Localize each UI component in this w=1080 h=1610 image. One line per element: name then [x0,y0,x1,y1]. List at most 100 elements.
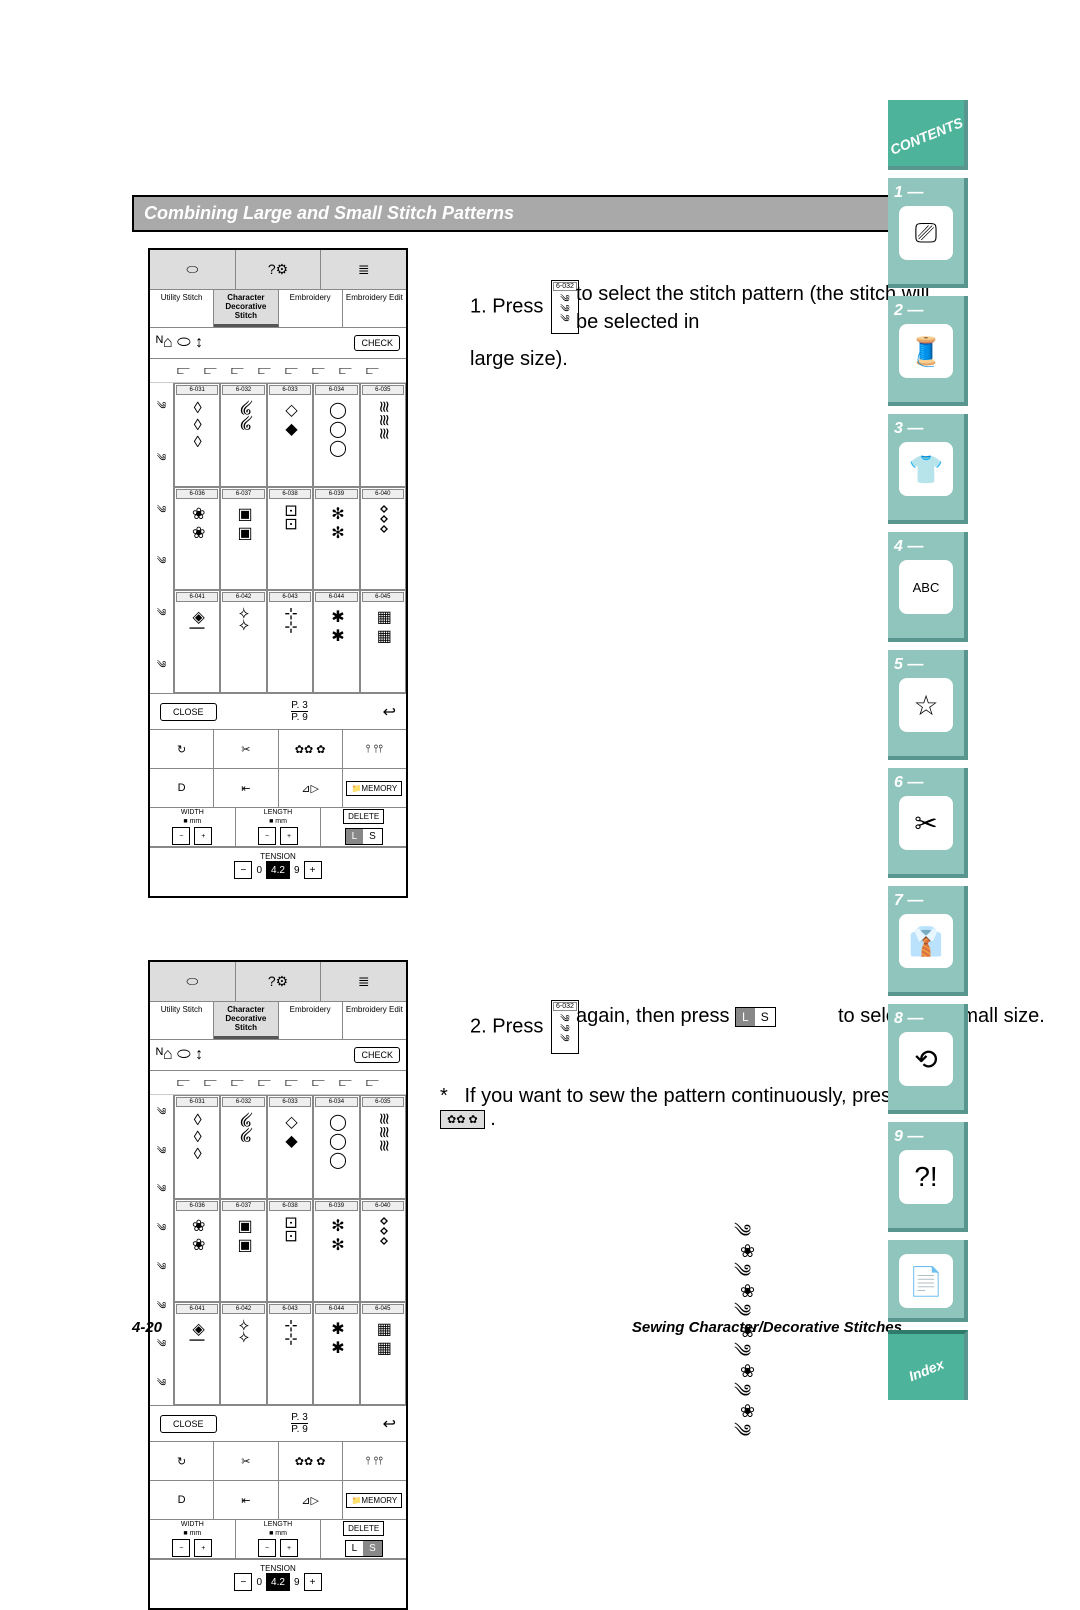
stitch-cell[interactable]: 6-034◯◯◯ [313,1095,359,1198]
mirror-icon[interactable]: ⇤ [214,1481,278,1519]
tab-embroidery[interactable]: Embroidery [279,1002,343,1039]
chapter-icon: ?! [899,1150,953,1204]
stitch-cell[interactable]: 6-044✱✱ [313,590,359,693]
stitch-cell[interactable]: 6-033◇◆ [267,383,313,486]
stitch-cell[interactable]: 6-043⊹⊹ [267,1302,313,1405]
stitch-cell[interactable]: 6-041◈| [174,1302,220,1405]
stitch-cell[interactable]: 6-041◈| [174,590,220,693]
length-control[interactable]: LENGTH■ mm−+ [236,808,322,846]
tab-utility[interactable]: Utility Stitch [150,290,214,327]
stitch-cell[interactable]: 6-042⟢⟢ [220,1302,266,1405]
tab-embroidery-edit[interactable]: Embroidery Edit [343,290,406,327]
tension-control[interactable]: − 0 4.2 9 + [154,1573,402,1591]
stitch-cell[interactable]: 6-040⋄⋄⋄ [360,1199,406,1302]
chapter-tab[interactable]: 5 —☆ [888,650,968,760]
footer: 4-20 Sewing Character/Decorative Stitche… [132,1319,902,1336]
stitch-cell[interactable]: 6-034◯◯◯ [313,383,359,486]
stitch-cell[interactable]: 6-038⊡⊡ [267,1199,313,1302]
check-button[interactable]: CHECK [354,335,400,351]
page-indicator: P. 3 P. 9 [291,700,308,723]
ls-button-inline[interactable]: LS [735,1007,776,1027]
stitch-cell[interactable]: 6-037▣▣ [220,1199,266,1302]
stitch-6032-icon[interactable]: ༄༄༄ [551,1000,579,1054]
stars-button[interactable]: ✿✿ ✿ [279,1442,343,1480]
width-control[interactable]: WIDTH■ mm−+ [150,1520,236,1558]
stitch-cell[interactable]: 6-040⋄⋄⋄ [360,487,406,590]
tab-embroidery[interactable]: Embroidery [279,290,343,327]
stitch-cell[interactable]: 6-037▣▣ [220,487,266,590]
tab-embroidery-edit[interactable]: Embroidery Edit [343,1002,406,1039]
tab-character[interactable]: Character Decorative Stitch [214,290,278,327]
stitch-cell[interactable]: 6-035≋≋≋ [360,383,406,486]
scissors-icon[interactable]: ✂ [214,730,278,768]
stitch-cell[interactable]: 6-045▦▦ [360,1302,406,1405]
delete-button[interactable]: DELETE [343,1521,384,1536]
chapter-tab[interactable]: 3 —👕 [888,414,968,524]
stitch-cell[interactable]: 6-038⊡⊡ [267,487,313,590]
mirror-icon[interactable]: ⇤ [214,769,278,807]
stitch-cell[interactable]: 6-039✻✻ [313,487,359,590]
chapter-tab[interactable]: 1 —⎚ [888,178,968,288]
stitch-cell[interactable]: 6-042⟢⟢ [220,590,266,693]
return-icon[interactable]: ↩ [383,1414,396,1434]
chapter-icon: 🧵 [899,324,953,378]
stitch-cell[interactable]: 6-031◊◊◊ [174,1095,220,1198]
needle-icon[interactable]: ⫯ ⫯⫯ [343,730,406,768]
delete-button[interactable]: DELETE [343,809,384,824]
index-tab[interactable]: Index [888,1330,968,1400]
stitch-cell[interactable]: 6-031◊◊◊ [174,383,220,486]
flip-icon[interactable]: ⊿▷ [279,769,343,807]
stars-button[interactable]: ✿✿ ✿ [279,730,343,768]
stitch-6032-icon[interactable]: ༄༄༄ [551,280,579,334]
chapter-tab[interactable]: 7 —👔 [888,886,968,996]
chapter-tab[interactable]: 8 —⟲ [888,1004,968,1114]
contents-tab[interactable]: CONTENTS [888,100,968,170]
stitch-cell[interactable]: 6-033◇◆ [267,1095,313,1198]
chapter-tab[interactable]: 4 —ABC [888,532,968,642]
foot-icon: ⬭ [150,962,236,1001]
control-rows: ↻ ✂ ✿✿ ✿ ⫯ ⫯⫯ D ⇤ ⊿▷ 📁MEMORY WIDTH■ mm−+… [150,730,406,847]
menu-icon: ≣ [321,250,406,289]
tab-utility[interactable]: Utility Stitch [150,1002,214,1039]
section-name: Sewing Character/Decorative Stitches [632,1319,902,1336]
tab-character[interactable]: Character Decorative Stitch [214,1002,278,1039]
help-icon: ?⚙ [236,250,322,289]
lcd-subbar: ᴺ⌂ ⬭ ↕ CHECK [150,328,406,359]
continuous-button[interactable]: ✿✿ ✿ [440,1110,485,1129]
stitch-cell[interactable]: 6-043⊹⊹ [267,590,313,693]
ls-button-small[interactable]: LS [345,1540,383,1557]
return-icon[interactable]: ↩ [383,702,396,722]
stitch-cell[interactable]: 6-044✱✱ [313,1302,359,1405]
stitch-cell[interactable]: 6-036❀❀ [174,487,220,590]
tension-control[interactable]: − 0 4.2 9 + [154,861,402,879]
flip-icon[interactable]: ⊿▷ [279,1481,343,1519]
memory-button[interactable]: 📁MEMORY [346,1493,402,1508]
book-tab[interactable]: 📄 [888,1240,968,1322]
chapter-icon: ☆ [899,678,953,732]
lcd-screen-2: ⬭ ?⚙ ≣ Utility Stitch Character Decorati… [148,960,408,1610]
ls-button[interactable]: LS [345,828,383,845]
needle-icon[interactable]: ⫯ ⫯⫯ [343,1442,406,1480]
rotate-icon[interactable]: ↻ [150,1442,214,1480]
stitch-cell[interactable]: 6-032༄༄ [220,383,266,486]
check-button[interactable]: CHECK [354,1047,400,1063]
memory-button[interactable]: 📁MEMORY [343,769,406,807]
chapter-tab[interactable]: 2 —🧵 [888,296,968,406]
close-button[interactable]: CLOSE [160,703,217,721]
d-icon[interactable]: D [150,1481,214,1519]
preview-column: ༄༄༄༄༄༄༄༄ [150,1095,174,1405]
length-control[interactable]: LENGTH■ mm−+ [236,1520,322,1558]
scissors-icon[interactable]: ✂ [214,1442,278,1480]
step-2-mid: again, then press LS [576,1005,776,1028]
chapter-tab[interactable]: 9 —?! [888,1122,968,1232]
close-button[interactable]: CLOSE [160,1415,217,1433]
width-control[interactable]: WIDTH■ mm−+ [150,808,236,846]
stitch-cell[interactable]: 6-045▦▦ [360,590,406,693]
stitch-cell[interactable]: 6-039✻✻ [313,1199,359,1302]
stitch-cell[interactable]: 6-035≋≋≋ [360,1095,406,1198]
rotate-icon[interactable]: ↻ [150,730,214,768]
chapter-tab[interactable]: 6 —✂ [888,768,968,878]
d-icon[interactable]: D [150,769,214,807]
stitch-cell[interactable]: 6-032༄༄ [220,1095,266,1198]
stitch-cell[interactable]: 6-036❀❀ [174,1199,220,1302]
